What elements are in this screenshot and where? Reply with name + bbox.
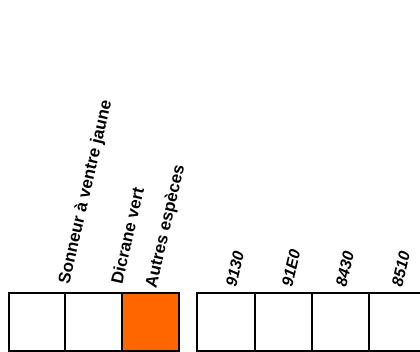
species-grid — [8, 292, 180, 352]
species-label-dicrane: Dicrane vert — [107, 185, 149, 286]
species-cell-autres — [122, 294, 179, 350]
species-cell-sonneur — [10, 294, 67, 350]
habitat-label-8430: 8430 — [333, 249, 359, 288]
habitat-label-9130: 9130 — [223, 249, 249, 288]
species-label-autres: Autres espèces — [141, 162, 189, 290]
species-label-sonneur: Sonneur à ventre jaune — [54, 97, 116, 286]
habitat-cell-8430 — [313, 294, 370, 350]
habitat-label-91e0: 91E0 — [279, 247, 305, 288]
habitat-grid — [196, 292, 420, 352]
habitat-cell-9130 — [198, 294, 256, 350]
habitat-cell-91e0 — [256, 294, 313, 350]
habitat-label-8510: 8510 — [389, 249, 415, 288]
habitat-cell-8510 — [370, 294, 420, 350]
species-cell-dicrane — [66, 294, 123, 350]
